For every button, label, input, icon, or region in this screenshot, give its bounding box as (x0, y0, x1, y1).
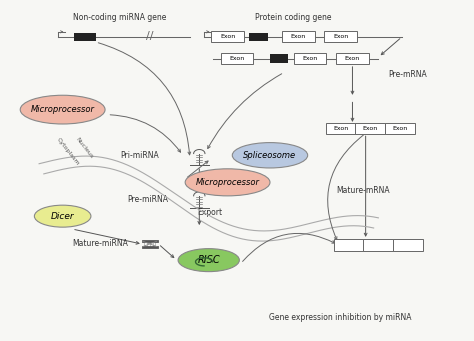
FancyBboxPatch shape (326, 123, 356, 134)
FancyBboxPatch shape (221, 54, 253, 64)
Text: Pre-mRNA: Pre-mRNA (388, 70, 427, 79)
Text: Spliceosome: Spliceosome (244, 151, 297, 160)
Bar (249, 32, 268, 41)
FancyBboxPatch shape (324, 31, 357, 42)
Text: Exon: Exon (333, 34, 348, 40)
Text: Cytoplasm: Cytoplasm (55, 137, 80, 166)
FancyBboxPatch shape (356, 123, 385, 134)
Text: Protein coding gene: Protein coding gene (255, 13, 332, 22)
Text: Exon: Exon (333, 126, 348, 131)
Text: Exon: Exon (345, 56, 360, 61)
Text: Export: Export (197, 208, 222, 217)
Text: Exon: Exon (302, 56, 318, 61)
FancyBboxPatch shape (211, 31, 244, 42)
FancyBboxPatch shape (282, 31, 315, 42)
FancyBboxPatch shape (385, 123, 415, 134)
Text: Pre-miRNA: Pre-miRNA (128, 195, 169, 204)
Text: Pri-miRNA: Pri-miRNA (120, 151, 159, 160)
Ellipse shape (178, 249, 239, 272)
Text: Microprocessor: Microprocessor (196, 178, 260, 187)
Text: //: // (146, 31, 154, 41)
Ellipse shape (232, 143, 308, 168)
FancyBboxPatch shape (294, 54, 326, 64)
Text: Nucleus: Nucleus (74, 137, 94, 160)
Ellipse shape (35, 205, 91, 227)
Text: Non-coding miRNA gene: Non-coding miRNA gene (73, 13, 166, 22)
Text: Exon: Exon (392, 126, 408, 131)
FancyBboxPatch shape (392, 239, 423, 251)
Text: Mature-mRNA: Mature-mRNA (336, 186, 390, 195)
Bar (270, 55, 288, 63)
Text: Gene expression inhibition by miRNA: Gene expression inhibition by miRNA (269, 313, 412, 322)
FancyBboxPatch shape (363, 239, 393, 251)
Text: Dicer: Dicer (51, 212, 74, 221)
Bar (74, 32, 96, 41)
Ellipse shape (185, 169, 270, 196)
Text: Mature-miRNA: Mature-miRNA (73, 239, 128, 248)
Text: Exon: Exon (229, 56, 245, 61)
Text: RISC: RISC (197, 255, 220, 265)
FancyBboxPatch shape (336, 54, 369, 64)
Text: Exon: Exon (291, 34, 306, 40)
Text: Exon: Exon (363, 126, 378, 131)
Text: Exon: Exon (220, 34, 235, 40)
Ellipse shape (20, 95, 105, 124)
FancyBboxPatch shape (334, 239, 364, 251)
Text: Microprocessor: Microprocessor (31, 105, 95, 114)
